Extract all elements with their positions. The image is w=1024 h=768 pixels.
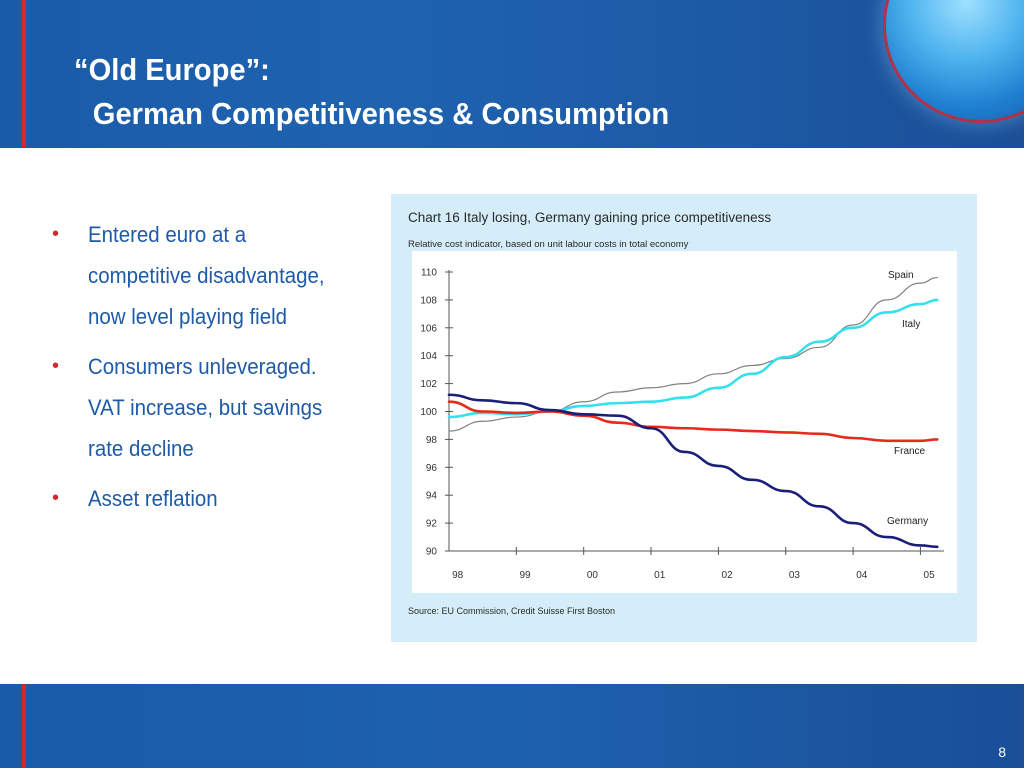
bullet-dot-icon: • — [52, 346, 59, 387]
series-label-spain: Spain — [888, 270, 914, 281]
series-line-spain — [449, 278, 937, 431]
bullet-item: • Asset reflation — [48, 478, 378, 519]
series-line-germany — [449, 395, 937, 547]
y-tick-label: 90 — [426, 547, 438, 558]
x-tick-label: 99 — [519, 570, 531, 581]
y-tick-label: 106 — [420, 323, 437, 334]
chart-panel: Chart 16 Italy losing, Germany gaining p… — [391, 194, 977, 642]
bullet-text: Entered euro at a competitive disadvanta… — [88, 214, 358, 337]
y-tick-label: 96 — [426, 463, 438, 474]
slide-title: “Old Europe”: German Competitiveness & C… — [74, 48, 669, 136]
chart-source: Source: EU Commission, Credit Suisse Fir… — [408, 606, 615, 616]
bullet-item: • Entered euro at a competitive disadvan… — [48, 214, 378, 337]
bullet-list: • Entered euro at a competitive disadvan… — [48, 214, 378, 528]
bullet-dot-icon: • — [52, 214, 59, 255]
series-label-italy: Italy — [902, 319, 920, 330]
series-label-germany: Germany — [887, 516, 928, 527]
x-tick-label: 01 — [654, 570, 666, 581]
y-tick-label: 108 — [420, 295, 437, 306]
y-tick-label: 98 — [426, 435, 438, 446]
y-tick-label: 100 — [420, 407, 437, 418]
accent-bar-top — [22, 0, 26, 148]
x-tick-label: 03 — [789, 570, 801, 581]
footer-banner: 8 — [0, 684, 1024, 768]
y-tick-label: 104 — [420, 351, 437, 362]
y-tick-label: 110 — [421, 268, 437, 279]
series-label-france: France — [894, 446, 926, 457]
x-tick-label: 02 — [722, 570, 734, 581]
bullet-item: • Consumers unleveraged. VAT increase, b… — [48, 346, 378, 469]
bullet-text: Consumers unleveraged. VAT increase, but… — [88, 346, 358, 469]
page-number: 8 — [998, 744, 1006, 760]
x-tick-label: 00 — [587, 570, 599, 581]
bullet-dot-icon: • — [52, 478, 59, 519]
x-tick-label: 04 — [856, 570, 868, 581]
line-chart: 90 92 94 96 98 100 102 104 106 108 110 98 99 00 01 02 03… — [391, 194, 977, 642]
slide-title-line1: “Old Europe”: — [74, 48, 669, 92]
y-tick-label: 102 — [420, 379, 437, 390]
accent-bar-bottom — [22, 684, 26, 768]
series-line-italy — [449, 300, 937, 417]
bullet-text: Asset reflation — [88, 478, 358, 519]
y-tick-label: 92 — [426, 519, 438, 530]
x-tick-label: 98 — [452, 570, 464, 581]
x-tick-label: 05 — [924, 570, 936, 581]
globe-logo-icon — [886, 0, 1024, 120]
slide-title-line2: German Competitiveness & Consumption — [74, 92, 669, 136]
series-line-france — [449, 402, 937, 441]
y-tick-label: 94 — [426, 491, 438, 502]
